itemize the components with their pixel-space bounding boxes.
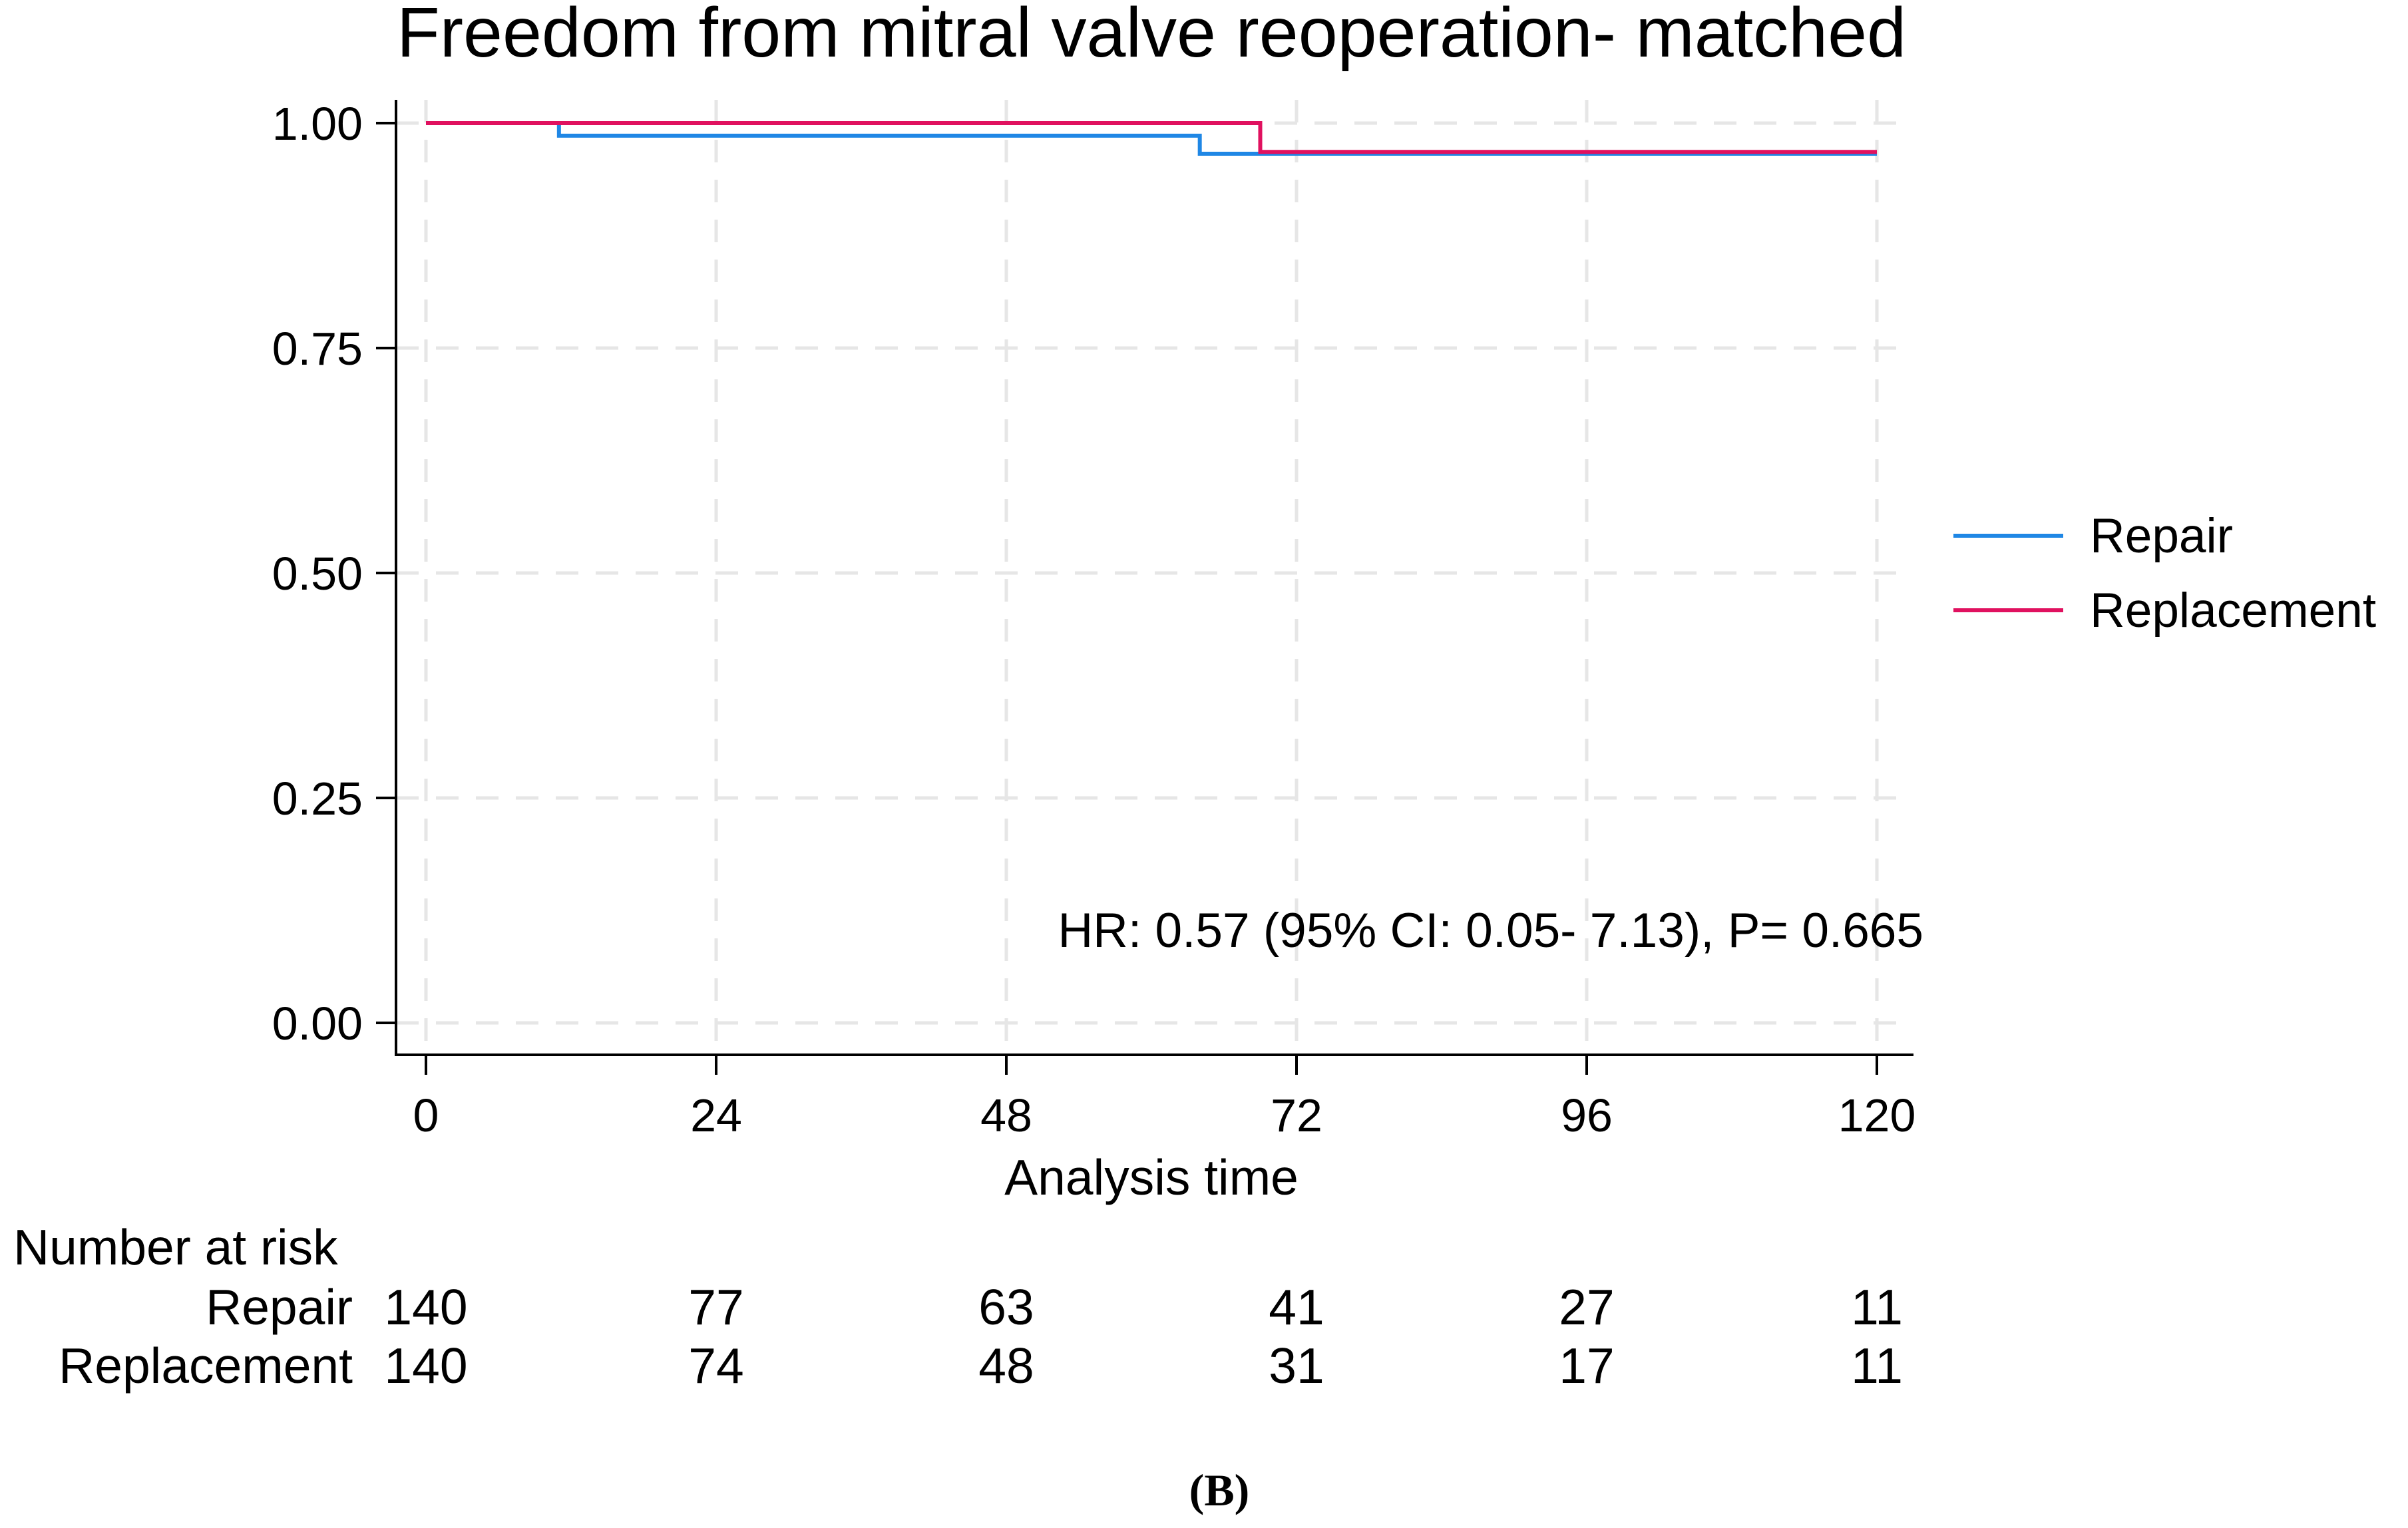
x-tick-label: 120	[1838, 1089, 1916, 1141]
y-tick-label: 0.00	[272, 998, 363, 1050]
risk-row-label: Repair	[206, 1279, 353, 1335]
risk-table-header: Number at risk	[13, 1219, 338, 1275]
risk-count: 140	[384, 1279, 467, 1335]
x-tick-label: 48	[980, 1089, 1032, 1141]
risk-table: Repair 140 77 63 41 27 11 Replacement 140 74 48 31 1…	[59, 1279, 1903, 1394]
x-tick-label: 72	[1271, 1089, 1322, 1141]
y-tick-label: 0.25	[272, 773, 363, 825]
x-tick-label: 0	[413, 1089, 439, 1141]
risk-count: 140	[384, 1338, 467, 1394]
x-tick-label: 96	[1561, 1089, 1613, 1141]
legend-label-replacement: Replacement	[2090, 584, 2376, 638]
risk-count: 41	[1269, 1279, 1324, 1335]
hazard-ratio-annotation: HR: 0.57 (95% CI: 0.05- 7.13), P= 0.665	[1058, 904, 1923, 958]
series-line-replacement	[426, 121, 1877, 154]
y-tick-label: 1.00	[272, 98, 363, 150]
y-axis-ticks: 0.00 0.25 0.50 0.75 1.00	[272, 98, 396, 1050]
risk-count: 11	[1851, 1279, 1903, 1335]
risk-count: 31	[1269, 1338, 1324, 1394]
x-axis-ticks: 0 24 48 72 96 120	[413, 1055, 1916, 1141]
legend: Repair Replacement	[1953, 509, 2376, 638]
risk-count: 74	[688, 1338, 743, 1394]
risk-row-label: Replacement	[59, 1338, 353, 1394]
axes	[395, 100, 1913, 1056]
y-tick-label: 0.50	[272, 548, 363, 600]
x-tick-label: 24	[690, 1089, 742, 1141]
risk-count: 63	[978, 1279, 1034, 1335]
risk-count: 17	[1559, 1338, 1614, 1394]
panel-label: (B)	[1189, 1465, 1250, 1515]
risk-count: 27	[1559, 1279, 1614, 1335]
legend-label-repair: Repair	[2090, 509, 2233, 563]
survival-curves	[426, 121, 1877, 156]
y-tick-label: 0.75	[272, 323, 363, 375]
risk-count: 77	[688, 1279, 743, 1335]
chart-title: Freedom from mitral valve reoperation- m…	[397, 0, 1906, 72]
risk-count: 11	[1851, 1338, 1903, 1394]
risk-count: 48	[978, 1338, 1034, 1394]
x-axis-title: Analysis time	[1004, 1149, 1299, 1205]
